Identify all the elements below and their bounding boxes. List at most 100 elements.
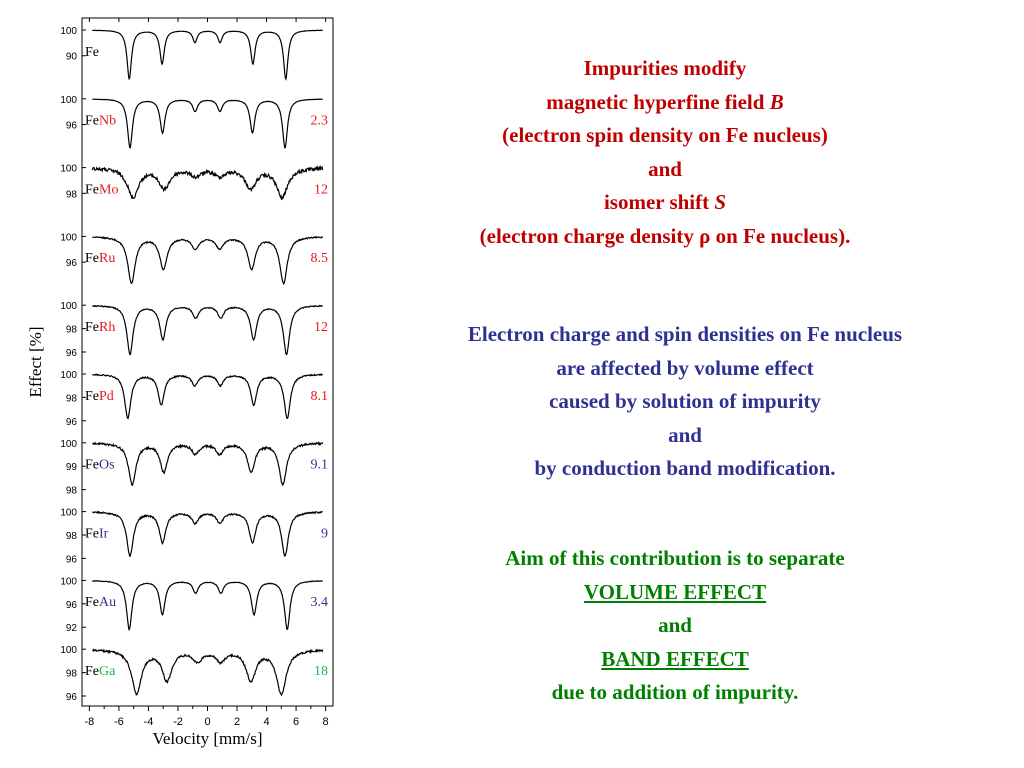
y-tick-label: 100 xyxy=(60,164,77,175)
sample-label-base: Fe xyxy=(85,320,99,335)
y-tick-label: 96 xyxy=(66,417,78,428)
volume-effect-heading: VOLUME EFFECT xyxy=(583,579,767,604)
y-tick-label: 100 xyxy=(60,301,77,312)
sample-label-impurity: Ru xyxy=(99,251,115,266)
y-tick-label: 100 xyxy=(60,439,77,450)
concentration-value: 9 xyxy=(321,526,328,541)
spectrum-panel: 100 90 Fe xyxy=(60,26,323,81)
spectrum-panel: 100 98 96 FePd 8.1 xyxy=(60,370,328,428)
sample-label: FeOs xyxy=(85,458,115,473)
concentration-value: 9.1 xyxy=(311,458,329,473)
y-tick-label: 96 xyxy=(66,554,78,565)
mossbauer-spectra-chart: -8 -6 -4 -2 0 2 4 6 8 Velocity [mm/s] Effect [%] 10… xyxy=(26,17,334,748)
red-line-3: (electron spin density on Fe nucleus) xyxy=(502,123,828,148)
sample-label: FeMo xyxy=(85,182,118,197)
blue-line-2: are affected by volume effect xyxy=(556,355,814,380)
sample-label-impurity: Mo xyxy=(99,182,118,197)
concentration-value: 3.4 xyxy=(311,595,329,610)
sample-label-base: Fe xyxy=(85,526,99,541)
x-tick-label: -8 xyxy=(84,716,94,728)
sample-label: FeIr xyxy=(85,526,109,541)
red-line-1: Impurities modify xyxy=(583,56,747,80)
sample-label-base: Fe xyxy=(85,664,99,679)
plot-frame xyxy=(81,17,334,707)
x-tick-label: -6 xyxy=(114,716,124,728)
y-tick-label: 99 xyxy=(66,462,78,473)
spectrum-line xyxy=(92,372,323,420)
sample-label-base: Fe xyxy=(85,45,99,60)
concentration-value: 18 xyxy=(314,664,328,679)
sample-label-impurity: Pd xyxy=(99,389,114,404)
spectrum-line xyxy=(92,304,323,356)
sample-label: FeGa xyxy=(85,664,116,679)
electron-density-text-block: Electron charge and spin densities on Fe… xyxy=(370,318,1000,486)
sample-label-base: Fe xyxy=(85,458,99,473)
spectrum-panel: 100 98 96 FeIr 9 xyxy=(60,508,328,566)
aim-text-block: Aim of this contribution is to separate … xyxy=(400,542,950,710)
spectrum-line xyxy=(92,648,324,697)
y-tick-label: 100 xyxy=(60,645,77,656)
spectrum-panel: 100 98 96 FeRh 12 xyxy=(60,301,328,359)
y-tick-label: 98 xyxy=(66,486,78,497)
blue-line-3: caused by solution of impurity xyxy=(549,389,821,414)
x-tick-label: -4 xyxy=(144,716,154,728)
sample-label: FeAu xyxy=(85,595,116,610)
concentration-value: 2.3 xyxy=(311,114,329,129)
x-tick-label: -2 xyxy=(173,716,183,728)
y-tick-label: 96 xyxy=(66,258,78,269)
red-line-2-text: magnetic hyperfine field xyxy=(546,89,770,114)
blue-line-1: Electron charge and spin densities on Fe… xyxy=(467,322,903,346)
sample-label-impurity: Os xyxy=(99,458,115,473)
red-line-5-text: isomer shift xyxy=(603,190,715,215)
spectrum-panel: 100 96 FeRu 8.5 xyxy=(60,232,328,286)
blue-line-4: and xyxy=(668,422,702,447)
y-tick-label: 100 xyxy=(60,26,77,37)
spectrum-line xyxy=(92,441,324,487)
sample-label: FeRh xyxy=(85,320,115,335)
spectrum-panel: 100 99 98 FeOs 9.1 xyxy=(60,439,328,497)
y-tick-label: 100 xyxy=(60,508,77,519)
concentration-value: 12 xyxy=(314,320,328,335)
y-tick-label: 90 xyxy=(66,52,78,63)
x-tick-label: 0 xyxy=(204,716,210,728)
y-tick-label: 96 xyxy=(66,348,78,359)
sample-label: FeNb xyxy=(85,114,116,129)
y-axis-label: Effect [%] xyxy=(26,327,45,398)
red-line-5: isomer shift S xyxy=(400,186,930,220)
y-tick-label: 100 xyxy=(60,576,77,587)
y-tick-label: 98 xyxy=(66,531,78,542)
sample-label-base: Fe xyxy=(85,251,99,266)
y-tick-label: 96 xyxy=(66,692,78,703)
concentration-value: 12 xyxy=(314,182,328,197)
sample-label-impurity: Au xyxy=(99,595,116,610)
x-axis-label: Velocity [mm/s] xyxy=(152,729,262,748)
blue-line-5: by conduction band modification. xyxy=(534,456,836,481)
x-tick-label: 6 xyxy=(293,716,299,728)
sample-label: Fe xyxy=(85,45,99,60)
sample-label-base: Fe xyxy=(85,114,99,129)
spectrum-panel: 100 98 FeMo 12 xyxy=(60,164,328,201)
concentration-value: 8.1 xyxy=(311,389,329,404)
sample-label-impurity: Ga xyxy=(99,664,116,679)
y-tick-label: 100 xyxy=(60,232,77,243)
x-tick-label: 2 xyxy=(234,716,240,728)
sample-label: FePd xyxy=(85,389,114,404)
x-tick-label: 4 xyxy=(263,716,269,728)
green-line-3: and xyxy=(658,613,692,638)
red-line-6: (electron charge density ρ on Fe nucleus… xyxy=(479,223,851,248)
sample-label-impurity: Rh xyxy=(99,320,115,335)
spectrum-line xyxy=(92,510,323,558)
y-tick-label: 96 xyxy=(66,121,78,132)
sample-label-impurity: Ir xyxy=(99,526,109,541)
sample-label: FeRu xyxy=(85,251,115,266)
red-line-4: and xyxy=(648,156,682,181)
sample-label-base: Fe xyxy=(85,389,99,404)
spectrum-line xyxy=(92,235,324,286)
x-tick-label: 8 xyxy=(323,716,329,728)
isomer-shift-symbol: S xyxy=(714,190,727,215)
spectrum-panel: 100 96 92 FeAu 3.4 xyxy=(60,576,328,634)
impurities-text-block: Impurities modify magnetic hyperfine fie… xyxy=(400,52,930,254)
y-tick-label: 92 xyxy=(66,623,78,634)
spectrum-line xyxy=(92,98,323,149)
